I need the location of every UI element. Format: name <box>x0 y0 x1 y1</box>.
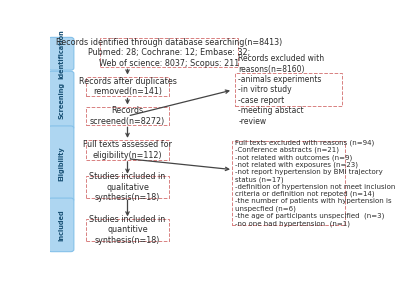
Text: Eligibility: Eligibility <box>58 146 64 181</box>
FancyBboxPatch shape <box>86 219 169 241</box>
Text: Records
screened(n=8272): Records screened(n=8272) <box>90 106 165 126</box>
FancyBboxPatch shape <box>48 198 74 252</box>
FancyBboxPatch shape <box>48 37 74 70</box>
Text: Studies included in
quantitive
synthesis(n=18): Studies included in quantitive synthesis… <box>89 215 166 245</box>
Text: Studies included in
qualitative
synthesis(n=18): Studies included in qualitative synthesi… <box>89 172 166 202</box>
FancyBboxPatch shape <box>48 126 74 201</box>
FancyBboxPatch shape <box>86 140 169 160</box>
FancyBboxPatch shape <box>232 141 346 225</box>
Text: Records excluded with
reasons(n=8160)
-animals experiments
-in vitro study
-case: Records excluded with reasons(n=8160) -a… <box>238 54 325 126</box>
Text: Identification: Identification <box>58 29 64 79</box>
Text: Full texts assessed for
eligibility(n=112): Full texts assessed for eligibility(n=11… <box>83 140 172 160</box>
FancyBboxPatch shape <box>86 107 169 125</box>
Text: Full texts excluded with reasons (n=94)
-Conference abstracts (n=21)
-not relate: Full texts excluded with reasons (n=94) … <box>235 139 396 227</box>
FancyBboxPatch shape <box>86 176 169 198</box>
Text: Included: Included <box>58 209 64 241</box>
Text: Records after duplicates
removed(n=141): Records after duplicates removed(n=141) <box>78 77 176 96</box>
FancyBboxPatch shape <box>235 73 342 106</box>
Text: Records identified through database searching(n=8413)
Pubmed: 28; Cochrane: 12; : Records identified through database sear… <box>56 38 282 68</box>
FancyBboxPatch shape <box>48 71 74 129</box>
Text: Screening: Screening <box>58 82 64 119</box>
FancyBboxPatch shape <box>100 38 238 67</box>
FancyBboxPatch shape <box>86 77 169 96</box>
